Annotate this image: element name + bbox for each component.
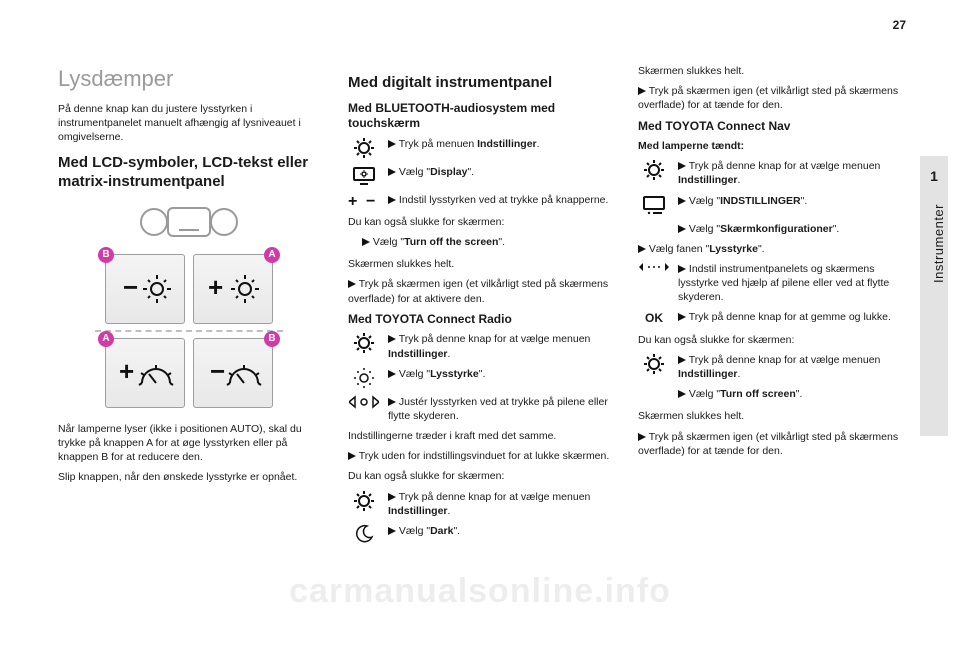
screen-off-2: Skærmen slukkes helt. [638,64,900,78]
plus-minus-icon: +− [348,193,380,209]
column-1: Lysdæmper På denne knap kan du justere l… [58,64,320,550]
screen-off-1: Skærmen slukkes helt. [348,257,610,271]
svg-text:−: − [366,193,375,209]
step-select-indstillinger: Vælg "INDSTILLINGER". [678,194,900,208]
off-lead-1: Du kan også slukke for skærmen: [348,215,610,229]
moon-icon [348,524,380,544]
dimmer-button-plus-gauge: A + [105,338,185,408]
svg-text:+: + [348,193,357,209]
step-turn-off: Vælg "Turn off the screen". [362,235,610,249]
screen-off-3: Skærmen slukkes helt. [638,409,900,423]
tap-again-1: Tryk på skærmen igen (et vilkårligt sted… [348,277,610,305]
para-release: Slip knappen, når den ønskede lysstyrke … [58,470,320,484]
step-brightness-tab: Vælg fanen "Lysstyrke". [638,242,900,256]
dimmer-button-plus-sun: A + [193,254,273,324]
step-select-dark: Vælg "Dark". [388,524,610,538]
dimmer-button-minus-sun: B − [105,254,185,324]
sub-connect-nav: Med TOYOTA Connect Nav [638,119,900,135]
step-adjust-slider: Indstil instrumentpanelets og skærmens l… [678,262,900,305]
tap-again-2: Tryk på skærmen igen (et vilkårligt sted… [638,84,900,112]
badge-b: B [264,331,280,347]
step-press-settings-4: Tryk på denne knap for at vælge menuen I… [678,159,900,187]
gear-icon [348,490,380,512]
gear-icon [348,332,380,354]
side-tab-label: Instrumenter [931,204,946,283]
badge-a: A [98,331,114,347]
brightness-icon [348,367,380,389]
step-turn-off-screen: Vælg "Turn off screen". [678,387,900,401]
step-select-display: Vælg "Display". [388,165,610,179]
ok-icon: OK [638,310,670,326]
sec-digital: Med digitalt instrumentpanel [348,74,610,93]
step-press-settings-2: Tryk på denne knap for at vælge menuen I… [388,332,610,360]
instrument-cluster-icon [134,200,244,244]
immediate-effect: Indstillingerne træder i kraft med det s… [348,429,610,443]
display-icon [348,165,380,187]
step-save: Tryk på denne knap for at gemme og lukke… [678,310,900,324]
svg-text:−: − [123,272,138,302]
lamps-on-lead: Med lamperne tændt: [638,139,900,153]
step-adjust-arrows: Justér lysstyrken ved at trykke på pilen… [388,395,610,423]
para-auto: Når lamperne lyser (ikke i positionen AU… [58,422,320,465]
dimmer-button-grid: B − A + [95,254,283,408]
off-lead-2: Du kan også slukke for skærmen: [348,469,610,483]
step-select-brightness: Vælg "Lysstyrke". [388,367,610,381]
watermark: carmanualsonline.info [0,572,960,611]
gear-icon [348,137,380,159]
display-dot-icon [638,194,670,216]
gear-icon [638,353,670,375]
step-press-settings: Tryk på menuen Indstillinger. [388,137,610,151]
step-adjust-brightness: Indstil lysstyrken ved at trykke på knap… [388,193,610,207]
side-tab: 1 [920,156,948,436]
svg-text:+: + [119,356,134,386]
sub-connect-radio: Med TOYOTA Connect Radio [348,312,610,328]
column-3: Skærmen slukkes helt. Tryk på skærmen ig… [638,64,900,550]
sub-bluetooth: Med BLUETOOTH-audiosystem med touchskærm [348,101,610,132]
side-tab-number: 1 [920,168,948,184]
subsection-lcd: Med LCD-symboler, LCD-tekst eller matrix… [58,154,320,192]
badge-b: B [98,247,114,263]
page-number: 27 [893,18,906,32]
step-press-settings-5: Tryk på denne knap for at vælge menuen I… [678,353,900,381]
tap-outside: Tryk uden for indstillingsvinduet for at… [348,449,610,463]
dimmer-button-minus-gauge: B − [193,338,273,408]
off-lead-3: Du kan også slukke for skærmen: [638,333,900,347]
step-press-settings-3: Tryk på denne knap for at vælge menuen I… [388,490,610,518]
slider-dots-icon [638,262,670,276]
gear-icon [638,159,670,181]
svg-text:+: + [208,272,223,302]
badge-a: A [264,247,280,263]
intro-text: På denne knap kan du justere lysstyrken … [58,102,320,145]
tap-again-3: Tryk på skærmen igen (et vilkårligt sted… [638,430,900,458]
section-title: Lysdæmper [58,64,320,94]
column-2: Med digitalt instrumentpanel Med BLUETOO… [348,64,610,550]
step-screen-config: Vælg "Skærmkonfigurationer". [678,222,900,236]
svg-text:−: − [210,356,225,386]
arrows-slider-icon [348,395,380,409]
